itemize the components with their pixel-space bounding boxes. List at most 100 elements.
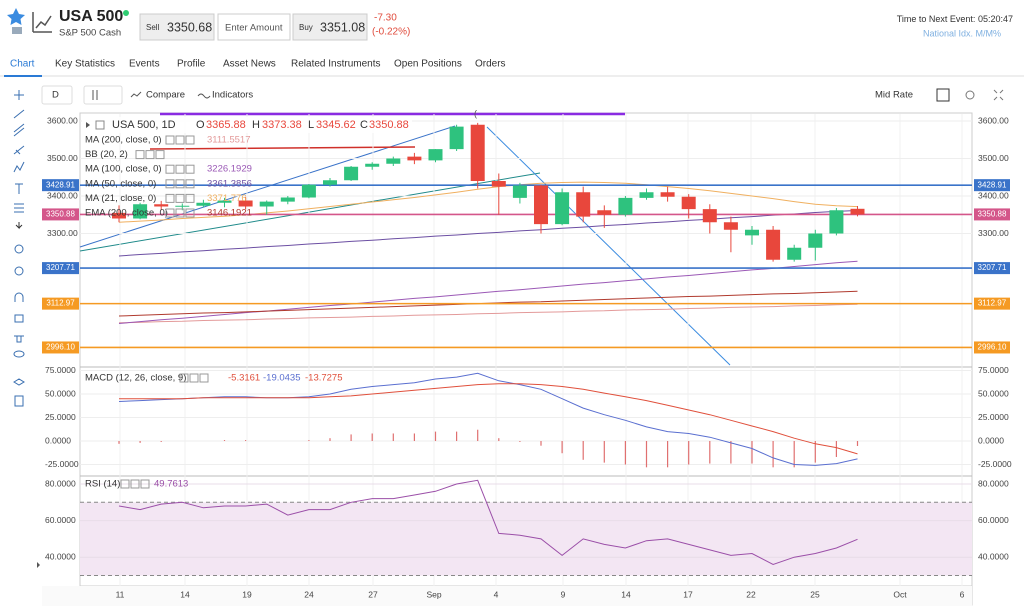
overlay-control[interactable] bbox=[165, 179, 175, 189]
change-percent: (-0.22%) bbox=[372, 27, 410, 38]
rate-select[interactable]: Mid Rate bbox=[875, 90, 913, 101]
level-label: 3207.71 bbox=[978, 263, 1007, 272]
change: -7.30 bbox=[374, 13, 397, 24]
macd-hist-bar bbox=[603, 441, 605, 463]
overlay-control[interactable] bbox=[175, 193, 185, 203]
tab[interactable]: Events bbox=[129, 59, 160, 70]
overlay-control[interactable] bbox=[165, 193, 175, 203]
chart-type-select[interactable] bbox=[83, 85, 123, 105]
trend-line bbox=[79, 125, 456, 248]
level-label: 3350.88 bbox=[978, 210, 1007, 219]
tab[interactable]: Chart bbox=[10, 59, 35, 70]
y-tick-label: 25.0000 bbox=[45, 412, 76, 422]
interval-select[interactable] bbox=[41, 85, 73, 105]
overlay-control[interactable] bbox=[175, 208, 185, 218]
layers-tool[interactable] bbox=[13, 378, 25, 386]
candle-body bbox=[555, 192, 570, 225]
buy-button[interactable] bbox=[292, 13, 368, 41]
candle-body bbox=[597, 210, 612, 215]
overlay-control[interactable] bbox=[165, 164, 175, 174]
y-tick-label: -25.0000 bbox=[978, 459, 1012, 469]
overlay-control[interactable] bbox=[175, 164, 185, 174]
collapse-arrow[interactable] bbox=[37, 562, 40, 568]
indicator-control[interactable] bbox=[130, 479, 140, 489]
fullscreen-button[interactable] bbox=[993, 89, 1004, 101]
indicator-control[interactable] bbox=[199, 373, 209, 383]
snapshot-button[interactable] bbox=[936, 88, 950, 102]
overlay-name: BB (20, 2) bbox=[85, 149, 128, 160]
macd-hist-bar bbox=[434, 431, 437, 441]
macd-hist-bar bbox=[688, 441, 690, 465]
macd-hist-bar bbox=[477, 429, 479, 441]
overlay-line bbox=[118, 260, 858, 324]
macd-hist-bar bbox=[772, 441, 774, 468]
visibility-tool[interactable] bbox=[13, 350, 25, 358]
rsi-band bbox=[80, 502, 972, 576]
fib-tool[interactable] bbox=[13, 145, 25, 155]
compare-button[interactable]: Compare bbox=[146, 90, 185, 101]
line-tool[interactable] bbox=[13, 109, 25, 119]
tab[interactable]: Related Instruments bbox=[291, 59, 381, 70]
overlay-control[interactable] bbox=[135, 150, 145, 160]
y-tick-label: 3600.00 bbox=[978, 115, 1009, 125]
zoom-in-tool[interactable] bbox=[14, 244, 24, 254]
template-tool[interactable] bbox=[14, 395, 24, 407]
measure-tool[interactable] bbox=[14, 203, 24, 213]
overlay-control[interactable] bbox=[145, 150, 155, 160]
magnet-mode[interactable] bbox=[14, 292, 24, 302]
macd-name: MACD (12, 26, close, 9) bbox=[85, 373, 186, 384]
y-tick-label: 0.0000 bbox=[45, 435, 71, 445]
overlay-control[interactable] bbox=[185, 135, 195, 145]
y-tick-label: 3500.00 bbox=[978, 153, 1009, 163]
y-tick-label: 0.0000 bbox=[978, 435, 1004, 445]
candle-body bbox=[850, 208, 865, 215]
alert-icon[interactable] bbox=[12, 27, 22, 34]
tab[interactable]: Key Statistics bbox=[55, 59, 115, 70]
overlay-control[interactable] bbox=[175, 179, 185, 189]
tab[interactable]: Open Positions bbox=[394, 59, 462, 70]
tab[interactable]: Orders bbox=[475, 59, 506, 70]
lock-tool[interactable] bbox=[14, 314, 24, 323]
magnet-tool[interactable] bbox=[15, 222, 23, 230]
overlay-control[interactable] bbox=[165, 208, 175, 218]
pattern-tool[interactable] bbox=[13, 161, 25, 173]
candle-body bbox=[259, 201, 274, 207]
favorite-icon[interactable] bbox=[7, 8, 25, 25]
overlay-control[interactable] bbox=[185, 193, 195, 203]
crosshair-tool[interactable] bbox=[14, 90, 24, 100]
overlay-control[interactable] bbox=[155, 150, 165, 160]
overlay-control[interactable] bbox=[175, 135, 185, 145]
legend-text: O bbox=[196, 119, 205, 131]
indicator-control[interactable] bbox=[140, 479, 150, 489]
indicator-control[interactable] bbox=[120, 479, 130, 489]
candle-body bbox=[702, 209, 717, 223]
legend-text: 3350.88 bbox=[369, 119, 409, 131]
sell-button[interactable] bbox=[139, 13, 215, 41]
zoom-out-tool[interactable] bbox=[14, 266, 24, 276]
overlay-control[interactable] bbox=[185, 208, 195, 218]
text-tool[interactable] bbox=[15, 183, 23, 194]
indicator-control[interactable] bbox=[189, 373, 199, 383]
candle-body bbox=[280, 197, 295, 202]
macd-hist-bar bbox=[856, 441, 859, 446]
indicators-button[interactable]: Indicators bbox=[212, 90, 253, 101]
overlay-control[interactable] bbox=[185, 179, 195, 189]
delete-tool[interactable] bbox=[14, 335, 24, 343]
indicator-control[interactable] bbox=[179, 373, 189, 383]
level-label: 3350.88 bbox=[46, 210, 75, 219]
overlay-control[interactable] bbox=[185, 164, 195, 174]
tab[interactable]: Profile bbox=[177, 59, 206, 70]
x-tick-label: 25 bbox=[810, 589, 820, 599]
candle-body bbox=[576, 192, 591, 217]
macd-value: -19.0435 bbox=[263, 373, 301, 384]
candle-body bbox=[745, 229, 759, 236]
sell-price: 3350.68 bbox=[167, 20, 212, 34]
overlay-control[interactable] bbox=[165, 135, 175, 145]
tab[interactable]: Asset News bbox=[223, 59, 276, 70]
next-event-name[interactable]: National Idx. M/M% bbox=[923, 28, 1001, 38]
x-tick-label: 11 bbox=[116, 589, 125, 599]
settings-button[interactable] bbox=[965, 90, 975, 100]
amount-input[interactable] bbox=[217, 13, 291, 41]
trend-line bbox=[149, 146, 416, 150]
channel-tool[interactable] bbox=[13, 123, 25, 137]
